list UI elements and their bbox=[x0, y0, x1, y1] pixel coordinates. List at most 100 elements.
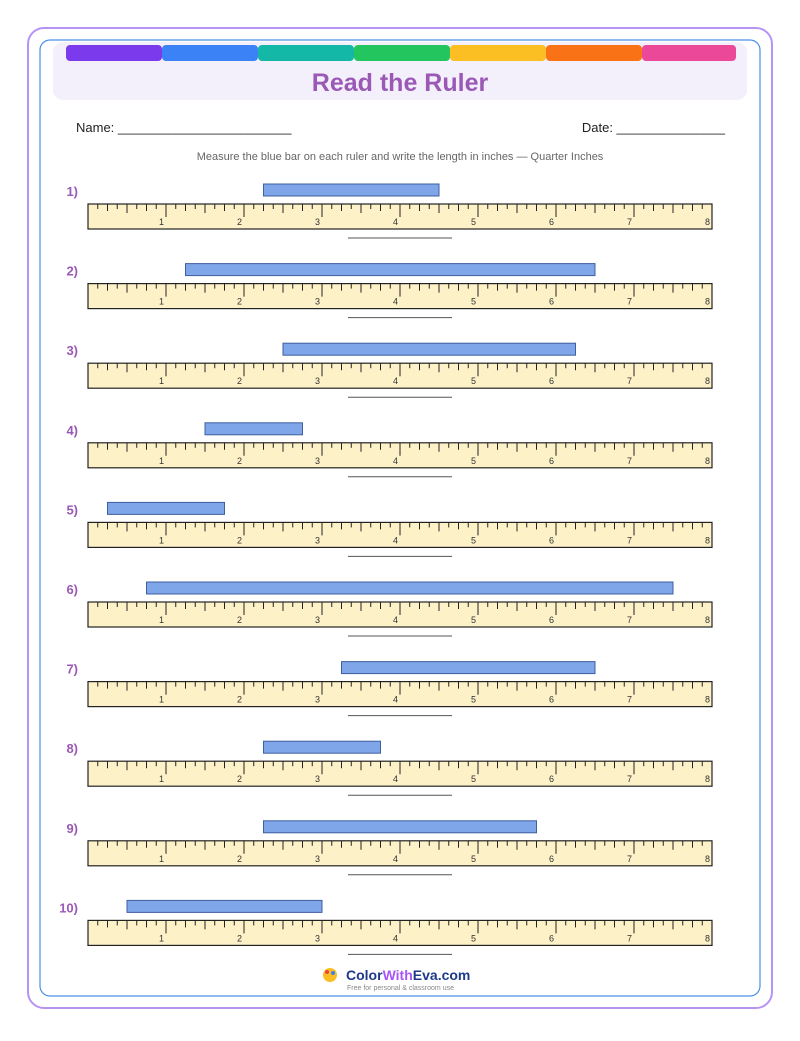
measure-bar bbox=[263, 740, 381, 754]
title: Read the Ruler bbox=[312, 69, 489, 97]
ruler-label: 1 bbox=[159, 774, 164, 784]
ruler-label: 6 bbox=[549, 456, 554, 466]
problem-number: 6) bbox=[66, 582, 78, 597]
ruler-label: 3 bbox=[315, 695, 320, 705]
brand-part: With bbox=[383, 967, 413, 983]
ruler-label: 6 bbox=[549, 615, 554, 625]
tagline: Free for personal & classroom use bbox=[347, 985, 454, 992]
ruler-label: 8 bbox=[705, 217, 710, 227]
ruler-label: 5 bbox=[471, 376, 476, 386]
problem: 8) 1 2 3 4 5 6 7 8 bbox=[66, 740, 713, 796]
ruler-label: 2 bbox=[237, 615, 242, 625]
problem-number: 10) bbox=[59, 900, 78, 915]
ruler-label: 6 bbox=[549, 933, 554, 943]
ruler-label: 6 bbox=[549, 535, 554, 545]
ruler-label: 2 bbox=[237, 854, 242, 864]
ruler-label: 8 bbox=[705, 456, 710, 466]
ruler-label: 3 bbox=[315, 535, 320, 545]
problem-number: 1) bbox=[66, 184, 78, 199]
color-stripe bbox=[66, 45, 736, 61]
ruler-label: 7 bbox=[627, 217, 632, 227]
brand-part: Eva bbox=[413, 967, 438, 983]
ruler-label: 4 bbox=[393, 933, 398, 943]
ruler-label: 3 bbox=[315, 456, 320, 466]
ruler-label: 8 bbox=[705, 854, 710, 864]
ruler-label: 4 bbox=[393, 376, 398, 386]
ruler-label: 3 bbox=[315, 297, 320, 307]
ruler-label: 8 bbox=[705, 695, 710, 705]
measure-bar bbox=[146, 581, 674, 595]
ruler-label: 6 bbox=[549, 695, 554, 705]
ruler-label: 1 bbox=[159, 456, 164, 466]
measure-bar bbox=[341, 661, 596, 675]
problem: 5) 1 2 3 4 5 6 7 8 bbox=[66, 501, 713, 557]
ruler-label: 5 bbox=[471, 933, 476, 943]
ruler-label: 4 bbox=[393, 854, 398, 864]
ruler-label: 4 bbox=[393, 774, 398, 784]
measure-bar bbox=[107, 501, 225, 515]
date-field: Date: _______________ bbox=[582, 120, 726, 135]
ruler-label: 6 bbox=[549, 376, 554, 386]
measure-bar bbox=[263, 820, 537, 834]
ruler-label: 6 bbox=[549, 774, 554, 784]
ruler-label: 4 bbox=[393, 535, 398, 545]
ruler-label: 1 bbox=[159, 376, 164, 386]
measure-bar bbox=[263, 183, 440, 197]
brand-part: Color bbox=[346, 967, 383, 983]
problem: 10) 1 2 3 4 5 6 7 8 bbox=[59, 899, 713, 955]
ruler-label: 5 bbox=[471, 456, 476, 466]
ruler-label: 5 bbox=[471, 774, 476, 784]
ruler-label: 5 bbox=[471, 535, 476, 545]
brand: ColorWithEva.com bbox=[346, 967, 470, 983]
ruler-label: 7 bbox=[627, 695, 632, 705]
problem-number: 7) bbox=[66, 662, 78, 677]
ruler-label: 7 bbox=[627, 933, 632, 943]
ruler-label: 1 bbox=[159, 535, 164, 545]
problem: 4) 1 2 3 4 5 6 7 8 bbox=[66, 422, 713, 478]
problem: 7) 1 2 3 4 5 6 7 8 bbox=[66, 661, 713, 717]
ruler-label: 4 bbox=[393, 217, 398, 227]
logo-dot bbox=[331, 971, 335, 975]
stripe bbox=[162, 45, 258, 61]
ruler-label: 4 bbox=[393, 456, 398, 466]
ruler-label: 8 bbox=[705, 933, 710, 943]
problem-number: 4) bbox=[66, 423, 78, 438]
ruler-label: 1 bbox=[159, 933, 164, 943]
ruler-label: 7 bbox=[627, 456, 632, 466]
ruler-label: 3 bbox=[315, 217, 320, 227]
ruler-label: 6 bbox=[549, 297, 554, 307]
ruler-label: 3 bbox=[315, 854, 320, 864]
ruler-label: 2 bbox=[237, 933, 242, 943]
ruler-label: 6 bbox=[549, 854, 554, 864]
ruler-label: 8 bbox=[705, 376, 710, 386]
ruler-label: 4 bbox=[393, 297, 398, 307]
problem: 3) 1 2 3 4 5 6 7 8 bbox=[66, 342, 713, 398]
ruler-label: 7 bbox=[627, 854, 632, 864]
logo-dot bbox=[325, 970, 329, 974]
ruler-label: 3 bbox=[315, 774, 320, 784]
ruler-label: 8 bbox=[705, 615, 710, 625]
ruler-label: 7 bbox=[627, 535, 632, 545]
ruler-label: 5 bbox=[471, 297, 476, 307]
measure-bar bbox=[204, 422, 303, 436]
ruler-label: 3 bbox=[315, 933, 320, 943]
measure-bar bbox=[185, 263, 596, 277]
ruler-label: 5 bbox=[471, 615, 476, 625]
ruler-label: 2 bbox=[237, 774, 242, 784]
ruler-label: 3 bbox=[315, 376, 320, 386]
name-field: Name: ________________________ bbox=[76, 120, 292, 135]
ruler-label: 6 bbox=[549, 217, 554, 227]
problem: 2) 1 2 3 4 5 6 7 8 bbox=[66, 263, 713, 319]
ruler-label: 2 bbox=[237, 217, 242, 227]
ruler-label: 1 bbox=[159, 854, 164, 864]
ruler-label: 1 bbox=[159, 297, 164, 307]
ruler-label: 7 bbox=[627, 297, 632, 307]
problems: 1)1 2 3 4 5 6 7 82)1 2 3 4 5 6 7 83)1 2 3 4 5 6 7 84)1 2 3 4 5 6 7 8… bbox=[59, 183, 713, 955]
ruler-label: 5 bbox=[471, 854, 476, 864]
ruler-label: 2 bbox=[237, 376, 242, 386]
footer: ColorWithEva.com Free for personal & cla… bbox=[323, 967, 470, 992]
measure-bar bbox=[282, 342, 576, 356]
measure-bar bbox=[126, 899, 323, 913]
ruler-label: 2 bbox=[237, 456, 242, 466]
brand-part: .com bbox=[438, 967, 471, 983]
